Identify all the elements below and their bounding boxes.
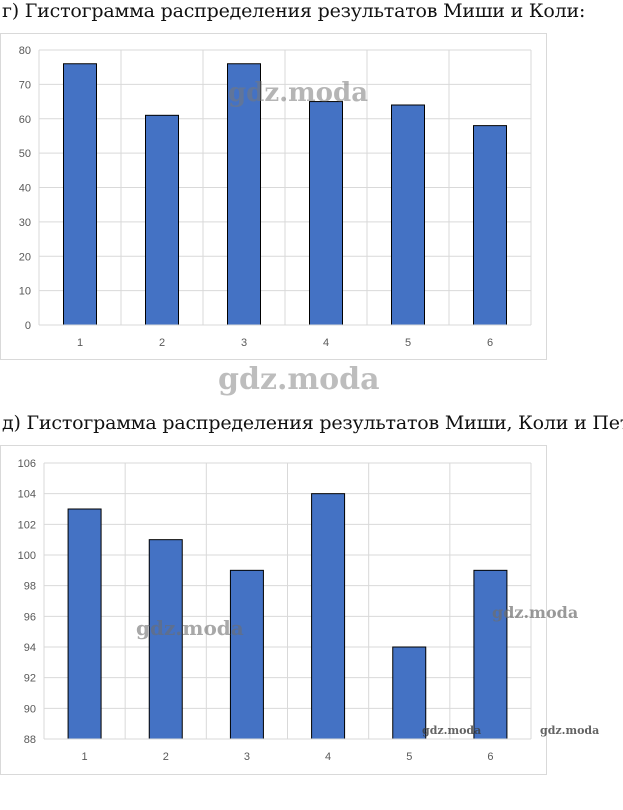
chart-d-y-tick-label: 102 bbox=[18, 519, 36, 531]
histogram-chart-d: 88 90 92 94 96 98 100 102 104 106 1 2 3 4 5 6 bbox=[0, 445, 547, 775]
chart-g-bar-2 bbox=[145, 114, 179, 326]
chart-d-x-tick-label: 4 bbox=[325, 751, 331, 763]
chart-g-y-tick-label: 60 bbox=[19, 114, 31, 126]
chart-g-y-tick-label: 40 bbox=[19, 183, 31, 195]
chart-g-y-tick-label: 50 bbox=[19, 148, 31, 160]
watermark-overlay: gdz.moda bbox=[228, 78, 369, 108]
histogram-chart-g-svg: 0 10 20 30 40 50 60 70 80 1 2 3 4 5 6 bbox=[19, 45, 532, 349]
chart-d-y-tick-label: 90 bbox=[24, 703, 36, 715]
chart-d-x-tick-label: 3 bbox=[244, 751, 250, 763]
chart-d-y-tick-label: 94 bbox=[24, 642, 36, 654]
watermark-small: gdz.moda bbox=[422, 724, 482, 737]
chart-d-x-tick-label: 2 bbox=[163, 751, 169, 763]
histogram-chart-d-svg: 88 90 92 94 96 98 100 102 104 106 1 2 3 4 5 6 bbox=[18, 458, 532, 763]
watermark-overlay: gdz.moda bbox=[492, 603, 579, 622]
chart-g-bar-4 bbox=[309, 101, 343, 326]
chart-d-y-tick-label: 104 bbox=[18, 489, 36, 501]
chart-g-bar-1 bbox=[63, 63, 97, 326]
chart-g-bar-6 bbox=[473, 125, 507, 326]
chart-d-x-tick-label: 1 bbox=[82, 751, 88, 763]
chart-g-y-tick-label: 10 bbox=[19, 286, 31, 298]
chart-g-y-tick-label: 30 bbox=[19, 217, 31, 229]
chart-g-x-tick-label: 6 bbox=[487, 337, 493, 349]
chart-g-x-tick-label: 4 bbox=[323, 337, 329, 349]
chart-d-y-tick-label: 100 bbox=[18, 550, 36, 562]
chart-d-x-tick-label: 5 bbox=[406, 751, 412, 763]
chart-d-y-tick-label: 96 bbox=[24, 611, 36, 623]
chart-g-y-tick-label: 20 bbox=[19, 251, 31, 263]
chart-g-x-tick-label: 3 bbox=[241, 337, 247, 349]
histogram-chart-g: 0 10 20 30 40 50 60 70 80 1 2 3 4 5 6 bbox=[0, 33, 547, 360]
chart-d-y-tick-label: 92 bbox=[24, 673, 36, 685]
chart-g-y-tick-label: 0 bbox=[25, 320, 31, 332]
chart-g-y-tick-label: 80 bbox=[19, 45, 31, 57]
chart-d-y-tick-label: 88 bbox=[24, 734, 36, 746]
chart-d-bar-4 bbox=[311, 493, 346, 740]
chart-g-heading: г) Гистограмма распределения результатов… bbox=[2, 0, 586, 22]
chart-g-bar-5 bbox=[391, 104, 425, 326]
chart-d-x-tick-label: 6 bbox=[487, 751, 493, 763]
chart-g-y-tick-label: 70 bbox=[19, 79, 31, 91]
chart-d-bar-3 bbox=[229, 569, 264, 740]
chart-d-y-tick-label: 106 bbox=[18, 458, 36, 470]
chart-d-bar-1 bbox=[67, 508, 102, 740]
watermark-overlay: gdz.moda bbox=[136, 616, 244, 640]
chart-d-bar-6 bbox=[473, 569, 508, 740]
chart-g-x-tick-label: 1 bbox=[77, 337, 83, 349]
chart-d-y-tick-label: 98 bbox=[24, 581, 36, 593]
chart-d-heading: д) Гистограмма распределения результатов… bbox=[2, 412, 623, 434]
chart-g-x-tick-label: 2 bbox=[159, 337, 165, 349]
watermark-small: gdz.moda bbox=[540, 724, 600, 737]
watermark-large: gdz.moda bbox=[218, 362, 380, 397]
chart-g-x-tick-label: 5 bbox=[405, 337, 411, 349]
chart-d-bar-5 bbox=[392, 646, 427, 740]
